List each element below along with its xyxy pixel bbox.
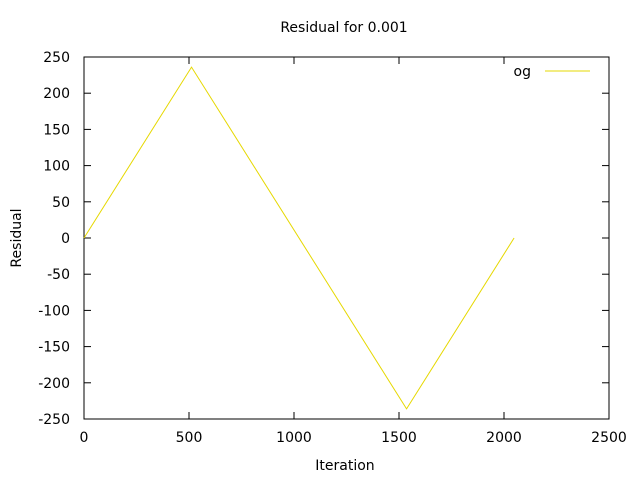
legend-label-og: og [514,64,531,80]
y-tick-label: 0 [61,231,70,247]
axis-ticks: 0 500 1000 1500 2000 2500 -250 -200 -150 -100 -50 0… [38,50,627,446]
y-axis-label: Residual [9,208,25,267]
x-tick-label: 2000 [486,430,522,446]
x-axis-label: Iteration [315,458,374,474]
y-tick-label: 150 [43,122,70,138]
plot-frame [83,56,610,420]
y-tick-label: -100 [38,303,70,319]
y-tick-label: -150 [38,340,70,356]
y-tick-label: 200 [43,86,70,102]
y-tick-label: 100 [43,159,70,175]
y-tick-label: -250 [38,412,70,428]
series-line-og [83,66,515,410]
chart-title: Residual for 0.001 [280,20,407,36]
x-tick-label: 1000 [276,430,312,446]
x-tick-label: 2500 [591,430,627,446]
y-tick-label: 50 [52,195,70,211]
x-tick-label: 1500 [381,430,417,446]
y-tick-label: 250 [43,50,70,66]
x-tick-label: 0 [80,430,89,446]
series-layer [83,66,515,410]
legend: og [514,64,590,80]
y-tick-label: -50 [47,267,70,283]
x-tick-label: 500 [176,430,203,446]
y-tick-label: -200 [38,376,70,392]
